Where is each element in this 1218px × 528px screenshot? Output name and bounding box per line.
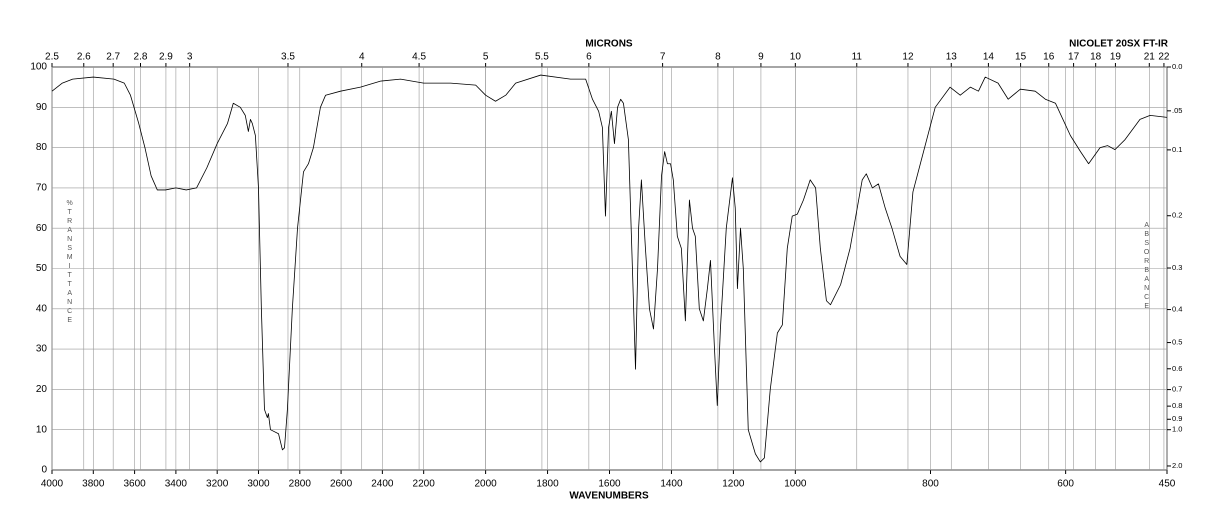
x-tick-label: 1600: [598, 479, 621, 490]
micron-tick-label: 12: [902, 52, 914, 63]
y-tick-label: 70: [36, 183, 48, 194]
y-tick-label: 60: [36, 223, 48, 234]
micron-tick-label: 3: [187, 52, 193, 63]
x-tick-label: 800: [922, 479, 939, 490]
micron-tick-label: 13: [946, 52, 958, 63]
x-tick-label: 1800: [536, 479, 559, 490]
x-tick-label: 3600: [123, 479, 146, 490]
y2-tick-label: 0.4: [1172, 305, 1182, 314]
y2-tick-label: 0.6: [1172, 364, 1182, 373]
x-tick-label: 2800: [289, 479, 312, 490]
y-tick-label: 100: [30, 62, 47, 73]
y2-tick-label: 0.7: [1172, 385, 1182, 394]
micron-tick-label: 9: [758, 52, 764, 63]
y2-axis-label: ABSORBANCE: [1143, 222, 1150, 312]
y2-tick-label: 0.9: [1172, 414, 1182, 423]
x-tick-label: 3400: [165, 479, 188, 490]
micron-tick-label: 2.6: [77, 52, 91, 63]
chart-title: NICOLET 20SX FT-IR: [1069, 39, 1169, 50]
y2-tick-label: 1.0: [1172, 425, 1182, 434]
micron-tick-label: 14: [983, 52, 995, 63]
micron-tick-label: 17: [1068, 52, 1080, 63]
micron-tick-label: 18: [1090, 52, 1102, 63]
y-tick-label: 20: [36, 384, 48, 395]
micron-tick-label: 2.9: [159, 52, 173, 63]
micron-tick-label: 15: [1015, 52, 1027, 63]
x-axis-label: WAVENUMBERS: [569, 491, 649, 502]
x-tick-label: 2200: [413, 479, 436, 490]
micron-tick-label: 22: [1158, 52, 1170, 63]
top-axis-label: MICRONS: [585, 39, 633, 50]
micron-tick-label: 2.5: [45, 52, 59, 63]
micron-tick-label: 4.5: [412, 52, 426, 63]
micron-tick-label: 2.7: [106, 52, 120, 63]
y-tick-label: 50: [36, 263, 48, 274]
y-tick-label: 80: [36, 142, 48, 153]
micron-tick-label: 10: [790, 52, 802, 63]
y2-tick-label: 0.8: [1172, 401, 1182, 410]
y2-tick-label: 0.0: [1172, 62, 1182, 71]
x-tick-label: 2000: [474, 479, 497, 490]
x-tick-label: 1200: [722, 479, 745, 490]
micron-tick-label: 16: [1043, 52, 1055, 63]
micron-tick-label: 5: [483, 52, 489, 63]
spectrum-line: [51, 74, 1168, 463]
y-tick-label: 0: [41, 465, 47, 476]
y2-tick-label: 2.0: [1172, 461, 1182, 470]
x-tick-label: 2400: [371, 479, 394, 490]
micron-tick-label: 2.8: [134, 52, 148, 63]
x-tick-label: 1000: [784, 479, 807, 490]
y2-tick-label: 0.2: [1172, 211, 1182, 220]
micron-tick-label: 21: [1144, 52, 1156, 63]
y-tick-label: 10: [36, 424, 48, 435]
micron-tick-label: 11: [852, 52, 863, 63]
x-tick-label: 3200: [206, 479, 229, 490]
micron-tick-label: 7: [660, 52, 666, 63]
y-axis-label: %TRANSMITTANCE: [66, 200, 73, 326]
y2-tick-label: 0.5: [1172, 338, 1182, 347]
y-tick-label: 30: [36, 344, 48, 355]
micron-tick-label: 19: [1110, 52, 1122, 63]
x-tick-label: 1400: [660, 479, 683, 490]
y-tick-label: 40: [36, 303, 48, 314]
y2-tick-label: .05: [1172, 106, 1182, 115]
micron-tick-label: 8: [715, 52, 721, 63]
micron-tick-label: 4: [359, 52, 365, 63]
x-tick-label: 600: [1057, 479, 1074, 490]
micron-tick-label: 5.5: [535, 52, 549, 63]
x-tick-label: 3800: [82, 479, 105, 490]
x-tick-label: 3000: [247, 479, 270, 490]
x-tick-label: 2600: [330, 479, 353, 490]
x-tick-label: 450: [1159, 479, 1176, 490]
x-tick-label: 4000: [41, 479, 64, 490]
y-tick-label: 90: [36, 102, 48, 113]
micron-tick-label: 3.5: [281, 52, 295, 63]
y2-tick-label: 0.3: [1172, 263, 1182, 272]
y2-tick-label: 0.1: [1172, 145, 1182, 154]
micron-tick-label: 6: [586, 52, 592, 63]
